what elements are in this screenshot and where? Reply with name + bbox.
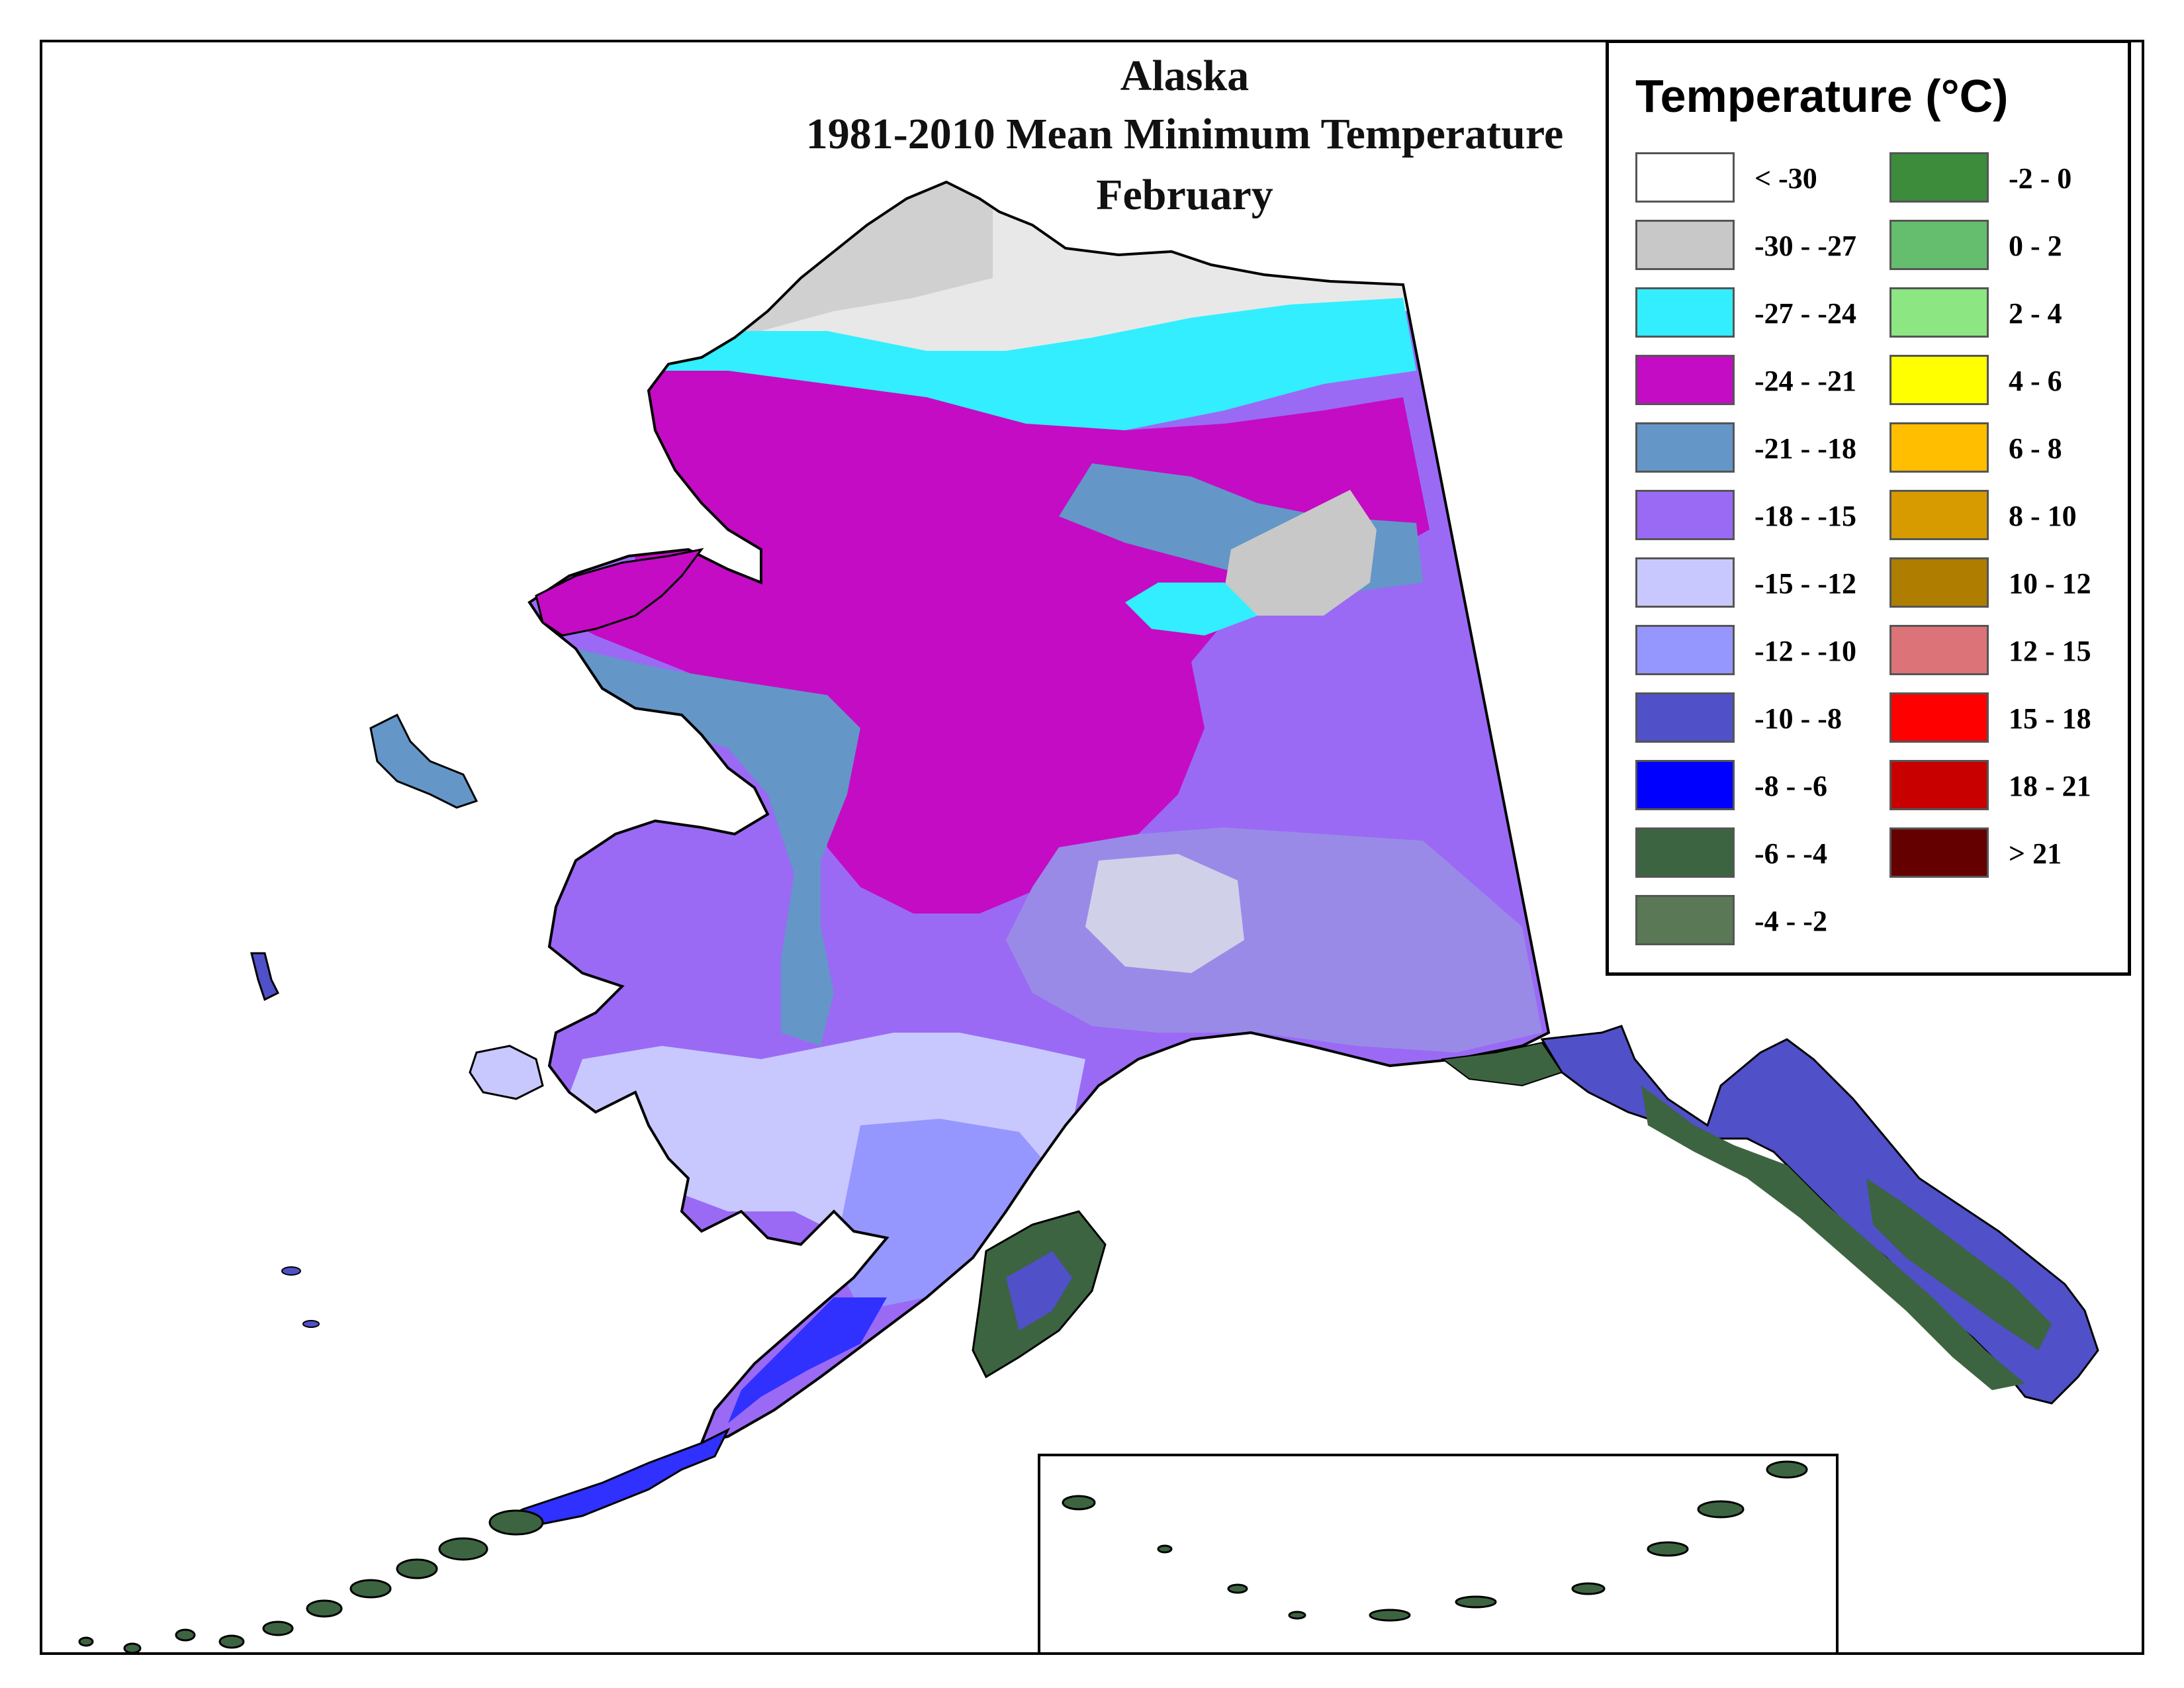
legend-item: 8 - 10 [1889, 490, 2141, 543]
legend-item: 2 - 4 [1889, 287, 2141, 340]
legend-item: -8 - -6 [1635, 760, 1887, 813]
legend-item: > 21 [1889, 827, 2141, 880]
legend-swatch [1889, 220, 1989, 270]
legend-swatch [1635, 625, 1735, 675]
legend-swatch [1635, 760, 1735, 810]
legend-swatch [1635, 692, 1735, 743]
legend-item: -24 - -21 [1635, 355, 1887, 408]
legend-title: Temperature (°C) [1635, 70, 2009, 122]
legend-label: 12 - 15 [2009, 635, 2091, 667]
legend-label: -12 - -10 [1754, 635, 1856, 667]
legend-item: 18 - 21 [1889, 760, 2141, 813]
map-title-main: 1981-2010 Mean Minimum Temperature [805, 110, 1564, 158]
legend-label: -30 - -27 [1754, 230, 1856, 262]
legend-item: -12 - -10 [1635, 625, 1887, 678]
legend-item: -27 - -24 [1635, 287, 1887, 340]
legend-label: -18 - -15 [1754, 500, 1856, 532]
nunivak-island [469, 1045, 544, 1100]
legend-item: -21 - -18 [1635, 422, 1887, 475]
legend-label: -6 - -4 [1754, 837, 1827, 870]
legend-swatch [1635, 152, 1735, 203]
legend-swatch [1889, 760, 1989, 810]
legend-swatch [1889, 692, 1989, 743]
legend-swatch [1635, 490, 1735, 540]
legend-label: 15 - 18 [2009, 702, 2091, 735]
legend-swatch [1889, 287, 1989, 338]
legend-label: -2 - 0 [2009, 162, 2072, 195]
legend-label: 6 - 8 [2009, 432, 2062, 465]
legend-label: 18 - 21 [2009, 770, 2091, 802]
legend-label: 4 - 6 [2009, 365, 2062, 397]
legend: Temperature (°C) < -30 -30 - -27 -27 - -24… [1606, 40, 2131, 976]
legend-label: -27 - -24 [1754, 297, 1856, 330]
legend-swatch [1635, 557, 1735, 608]
legend-swatch [1889, 152, 1989, 203]
legend-item: -10 - -8 [1635, 692, 1887, 745]
legend-item: 0 - 2 [1889, 220, 2141, 273]
legend-item: 4 - 6 [1889, 355, 2141, 408]
legend-item: < -30 [1635, 152, 1887, 205]
legend-label: -8 - -6 [1754, 770, 1827, 802]
map-title-month: February [1096, 171, 1273, 219]
legend-label: 2 - 4 [2009, 297, 2062, 330]
legend-label: -10 - -8 [1754, 702, 1842, 735]
alaska-peninsula [494, 1427, 731, 1530]
legend-item: 10 - 12 [1889, 557, 2141, 610]
legend-item: -15 - -12 [1635, 557, 1887, 610]
legend-label: 0 - 2 [2009, 230, 2062, 262]
legend-label: < -30 [1754, 162, 1817, 195]
legend-label: -15 - -12 [1754, 567, 1856, 600]
legend-item: 12 - 15 [1889, 625, 2141, 678]
legend-swatch [1635, 287, 1735, 338]
legend-item: -6 - -4 [1635, 827, 1887, 880]
legend-swatch [1635, 827, 1735, 878]
mainland-outline [527, 180, 1551, 1445]
aleutian-islands [78, 1509, 544, 1654]
st-lawrence-island [369, 713, 478, 809]
map-title-region: Alaska [1120, 52, 1250, 100]
legend-item: -18 - -15 [1635, 490, 1887, 543]
inset-frame [1038, 1454, 1839, 1655]
legend-label: > 21 [2009, 837, 2062, 870]
legend-label: -4 - -2 [1754, 905, 1827, 937]
legend-swatch [1635, 895, 1735, 945]
legend-item: -4 - -2 [1635, 895, 1887, 948]
legend-swatch [1635, 355, 1735, 405]
legend-label: -24 - -21 [1754, 365, 1856, 397]
legend-swatch [1889, 490, 1989, 540]
legend-item: -2 - 0 [1889, 152, 2141, 205]
legend-swatch [1635, 422, 1735, 473]
legend-label: 10 - 12 [2009, 567, 2091, 600]
legend-swatch [1635, 220, 1735, 270]
legend-swatch [1889, 422, 1989, 473]
seward-peninsula [535, 547, 704, 637]
legend-item: -30 - -27 [1635, 220, 1887, 273]
inset-aleutians [1062, 1460, 1808, 1622]
legend-item: 6 - 8 [1889, 422, 2141, 475]
legend-item: 15 - 18 [1889, 692, 2141, 745]
legend-swatch [1889, 557, 1989, 608]
legend-swatch [1889, 827, 1989, 878]
pribilof-island [250, 952, 280, 1002]
legend-label: 8 - 10 [2009, 500, 2077, 532]
legend-label: -21 - -18 [1754, 432, 1856, 465]
legend-swatch [1889, 625, 1989, 675]
legend-swatch [1889, 355, 1989, 405]
